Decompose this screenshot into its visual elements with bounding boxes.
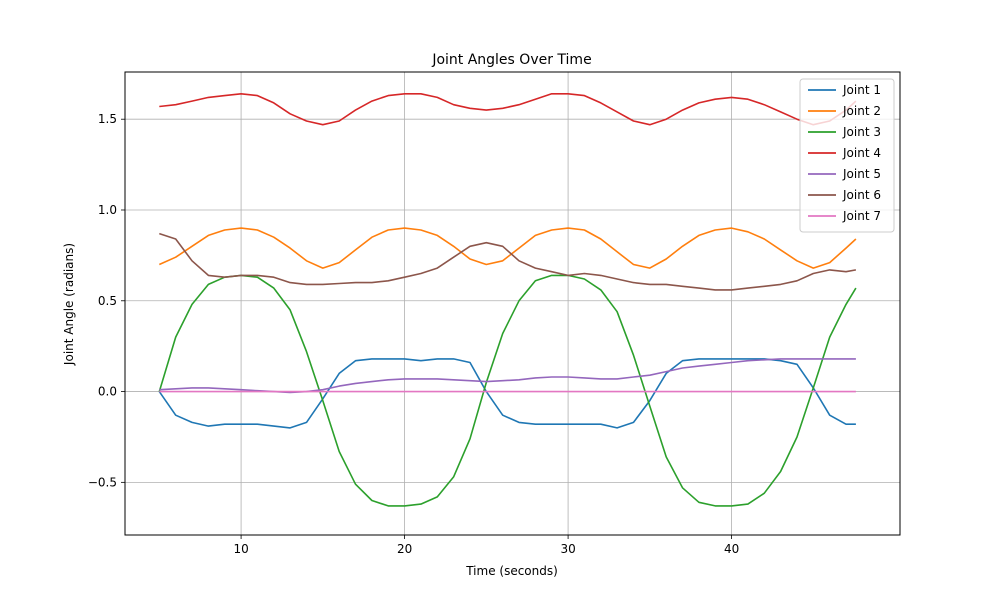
legend-label: Joint 3 — [842, 125, 881, 139]
legend-box — [799, 78, 895, 233]
y-tick-label: 1.5 — [98, 112, 117, 126]
y-axis-label: Joint Angle (radians) — [62, 243, 76, 366]
legend-label: Joint 2 — [842, 104, 881, 118]
legend-label: Joint 6 — [842, 188, 881, 202]
legend-label: Joint 7 — [842, 209, 881, 223]
series-line-joint-3 — [158, 274, 857, 507]
x-axis-label: Time (seconds) — [465, 564, 558, 578]
y-tick-label: 0.0 — [98, 385, 117, 399]
y-tick-label: 1.0 — [98, 203, 117, 217]
series-line-joint-6 — [159, 232, 857, 291]
axis-ticks: 10 20 30 40 −0.5 0.0 0.5 1.0 1.5 — [88, 112, 739, 556]
legend-label: Joint 4 — [842, 146, 881, 160]
x-tick-label: 30 — [560, 542, 575, 556]
x-tick-label: 20 — [397, 542, 412, 556]
legend-label: Joint 5 — [842, 167, 881, 181]
series-line-joint-1 — [158, 358, 856, 429]
chart-title: Joint Angles Over Time — [431, 52, 591, 68]
x-tick-label: 40 — [724, 542, 739, 556]
plot-frame — [124, 71, 901, 536]
y-tick-label: 0.5 — [98, 294, 117, 308]
y-tick-label: −0.5 — [88, 475, 117, 489]
legend-label: Joint 1 — [842, 83, 881, 97]
series-line-joint-4 — [159, 93, 857, 126]
legend: Joint 1 Joint 2 Joint 3 Joint 4 Joint 5 Joint… — [799, 78, 895, 233]
series-lines — [158, 93, 857, 507]
x-tick-label: 10 — [233, 542, 248, 556]
